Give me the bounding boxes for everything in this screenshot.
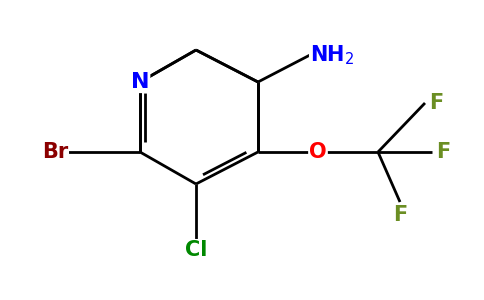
Text: Cl: Cl [185,240,207,260]
Text: F: F [429,93,443,113]
Text: Br: Br [42,142,68,162]
Text: F: F [393,205,407,225]
Text: F: F [436,142,450,162]
Text: O: O [309,142,327,162]
Text: N: N [131,72,149,92]
Text: NH$_2$: NH$_2$ [310,43,354,67]
